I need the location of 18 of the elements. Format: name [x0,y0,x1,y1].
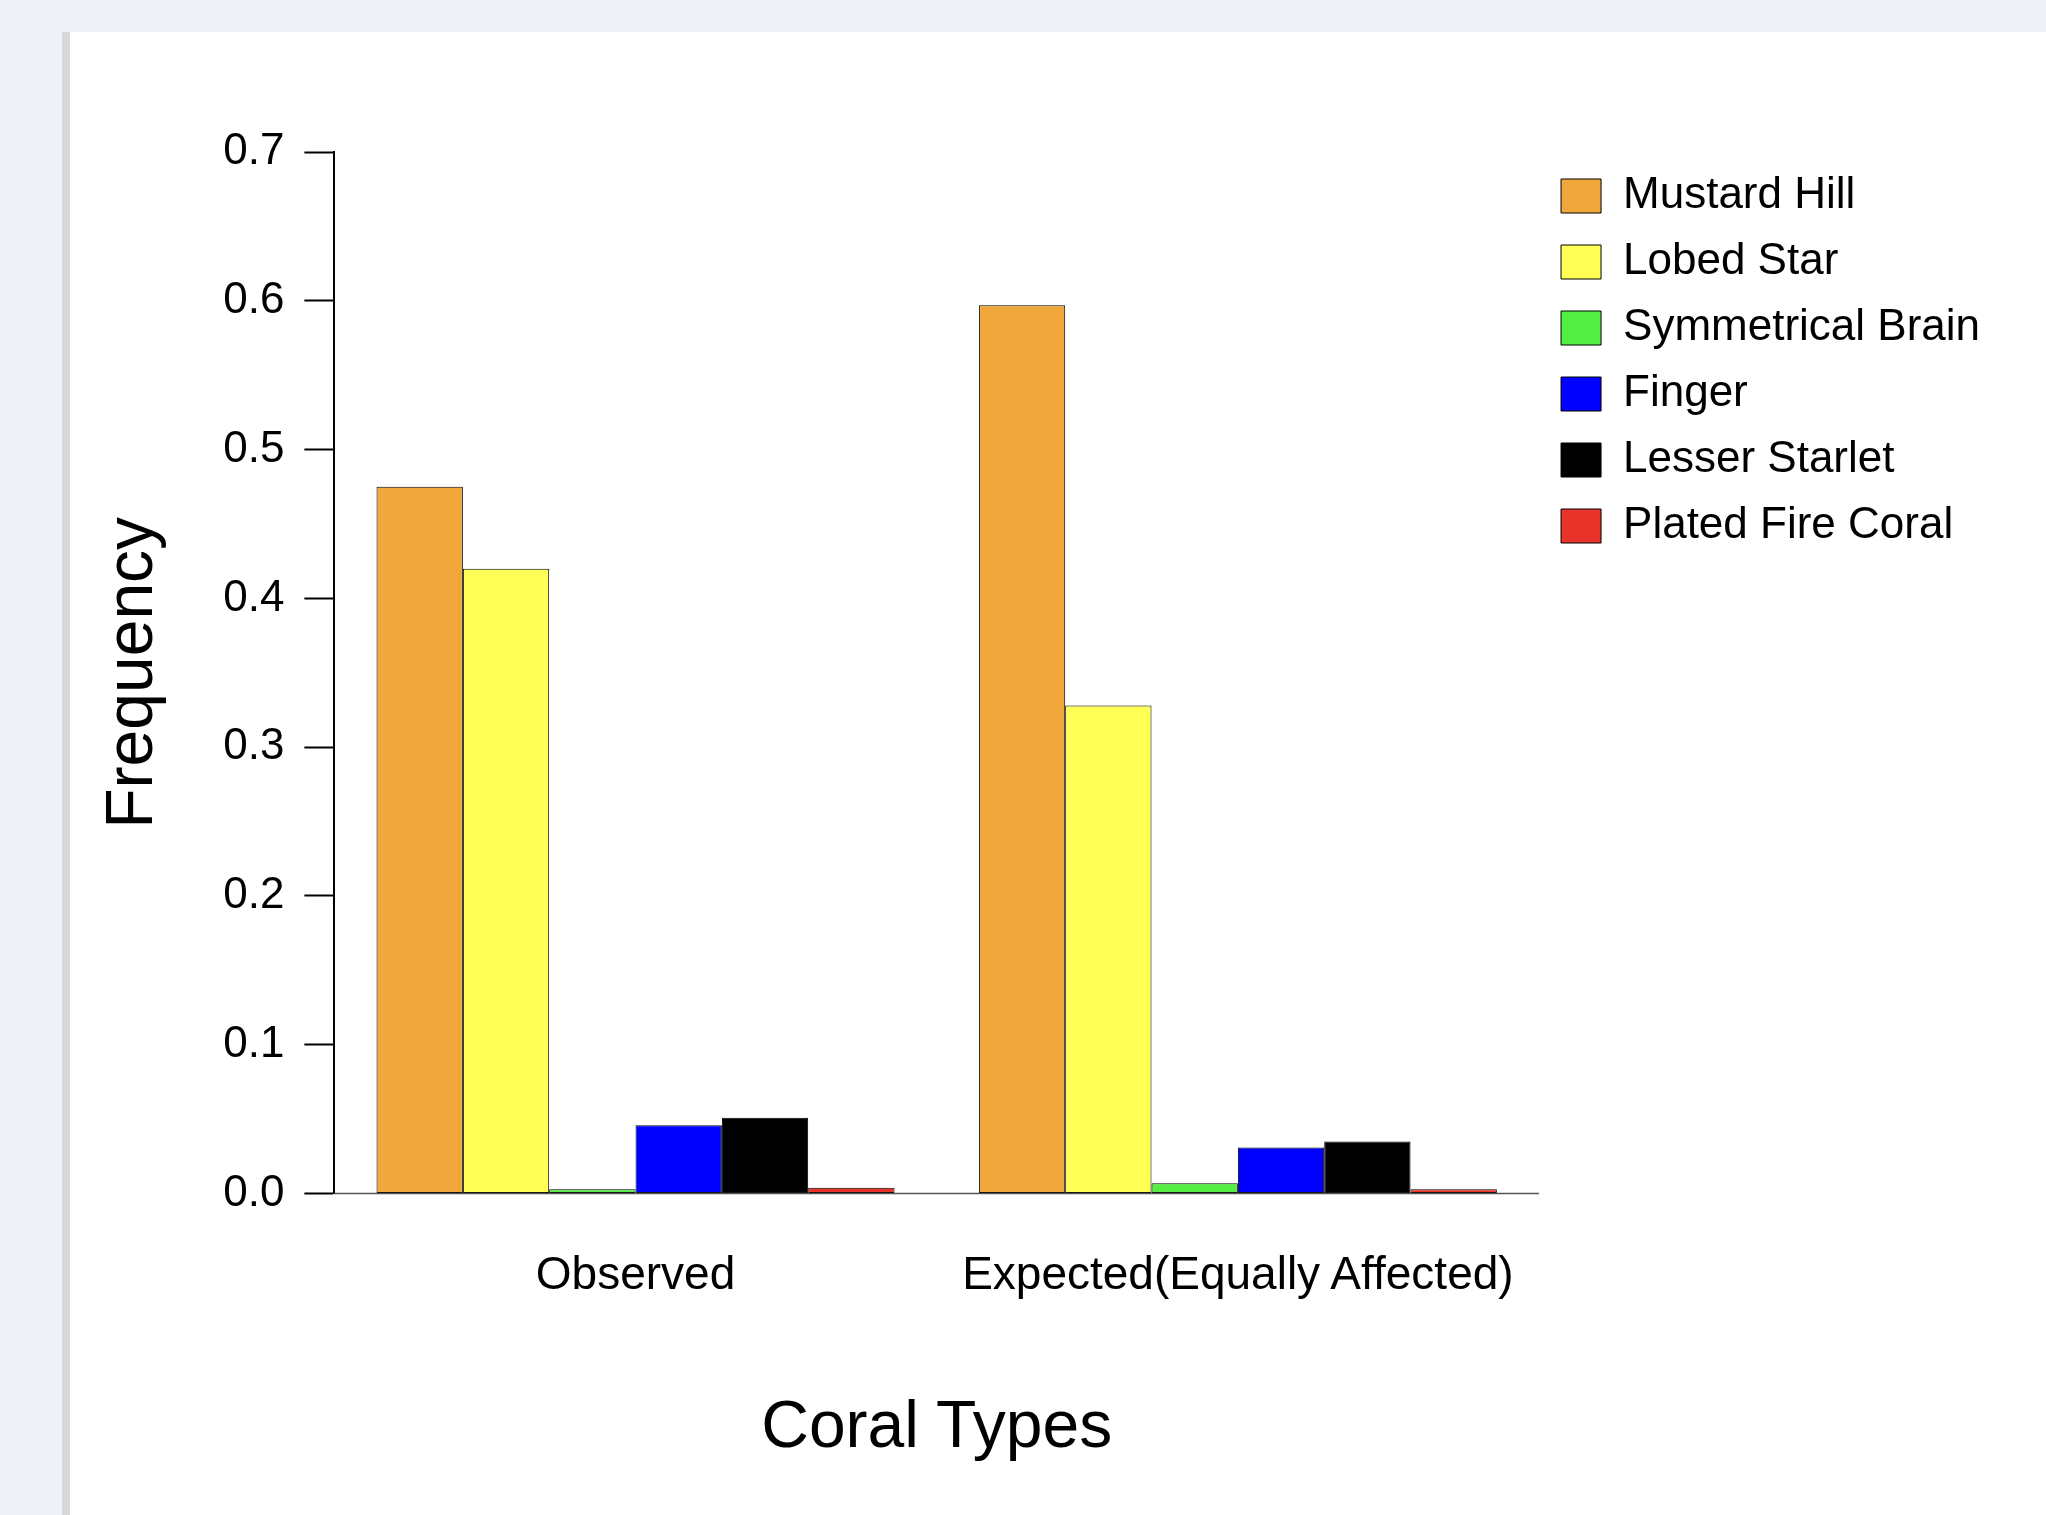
y-tick-label: 0.7 [223,124,285,174]
y-axis-title: Frequency [91,516,166,829]
y-tick-label: 0.4 [223,570,285,620]
legend-label: Finger [1623,366,1748,416]
legend-label: Plated Fire Coral [1623,498,1954,548]
legend-label: Symmetrical Brain [1623,300,1981,350]
legend-label: Lesser Starlet [1623,432,1895,482]
legend-label: Mustard Hill [1623,168,1856,218]
y-tick-label: 0.5 [223,421,285,471]
legend-label: Lobed Star [1623,234,1839,284]
y-tick-label: 0.2 [223,868,285,918]
y-tick-label: 0.3 [223,719,285,769]
x-axis-title: Coral Types [761,1386,1113,1461]
x-tick-label: Observed [535,1246,736,1299]
y-tick-label: 0.6 [223,272,285,322]
x-tick-label: Expected(Equally Affected) [962,1246,1514,1299]
y-tick-label: 0.0 [223,1165,285,1215]
y-tick-label: 0.1 [223,1016,285,1066]
